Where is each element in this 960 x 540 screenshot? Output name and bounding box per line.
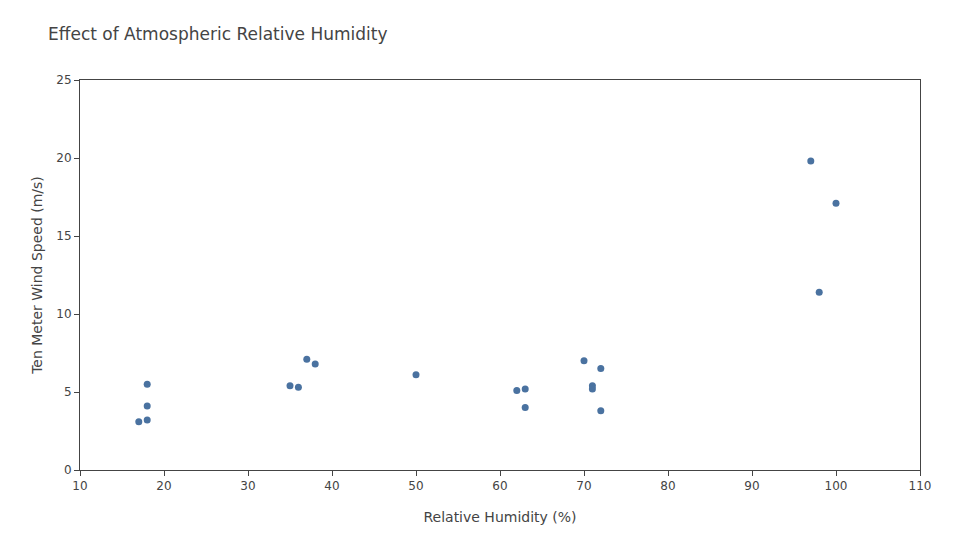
svg-text:20: 20 <box>156 479 171 493</box>
svg-text:0: 0 <box>64 463 72 477</box>
svg-text:110: 110 <box>909 479 932 493</box>
svg-text:70: 70 <box>576 479 591 493</box>
svg-text:Ten Meter Wind Speed (m/s): Ten Meter Wind Speed (m/s) <box>29 176 45 375</box>
svg-text:5: 5 <box>64 385 72 399</box>
svg-text:20: 20 <box>56 151 71 165</box>
svg-text:100: 100 <box>825 479 848 493</box>
svg-text:Effect of Atmospheric Relative: Effect of Atmospheric Relative Humidity <box>48 24 387 44</box>
svg-text:25: 25 <box>56 73 71 87</box>
svg-text:10: 10 <box>56 307 71 321</box>
svg-text:50: 50 <box>408 479 423 493</box>
svg-text:30: 30 <box>240 479 255 493</box>
svg-text:90: 90 <box>744 479 759 493</box>
svg-text:15: 15 <box>56 229 71 243</box>
svg-text:Relative Humidity (%): Relative Humidity (%) <box>423 509 576 525</box>
svg-text:80: 80 <box>660 479 675 493</box>
svg-text:40: 40 <box>324 479 339 493</box>
svg-text:60: 60 <box>492 479 507 493</box>
svg-text:10: 10 <box>72 479 87 493</box>
